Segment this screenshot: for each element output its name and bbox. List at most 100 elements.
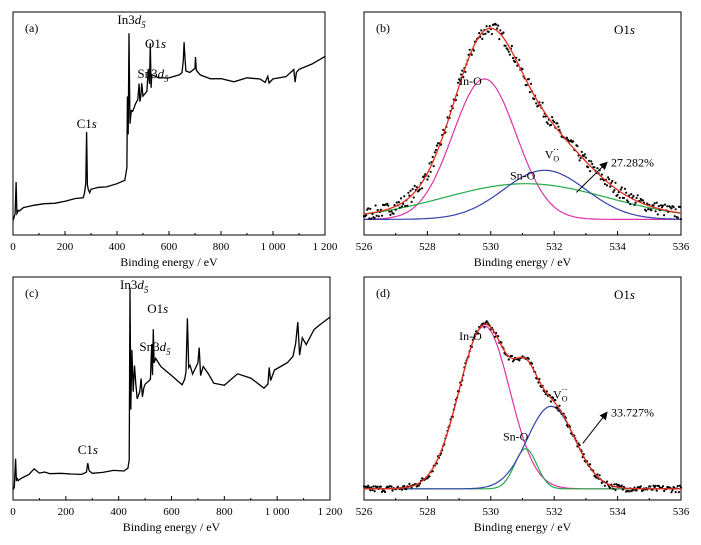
fit-envelope-line [364, 323, 681, 490]
label-vo: VO·· [545, 144, 560, 163]
survey-spectrum-line [12, 33, 326, 221]
x-tick-label: 0 [10, 506, 16, 518]
data-point [614, 488, 617, 492]
data-point [583, 153, 586, 156]
x-tick-label: 1 200 [318, 506, 343, 518]
data-point [678, 205, 682, 208]
data-point [518, 58, 521, 62]
data-point [674, 208, 677, 211]
data-point [632, 194, 635, 198]
data-point [554, 399, 557, 402]
data-point [625, 191, 628, 194]
data-point [556, 122, 559, 125]
panel-label: (c) [25, 286, 38, 300]
data-point [589, 170, 592, 173]
data-point [427, 175, 430, 178]
x-tick-label: 536 [673, 506, 690, 518]
data-point [641, 489, 645, 492]
data-point [647, 208, 650, 211]
corner-label-o1s: O1s [614, 22, 635, 37]
data-point [468, 48, 471, 51]
x-tick-label: 1 200 [313, 241, 338, 253]
data-point [497, 335, 500, 338]
data-point [653, 202, 656, 205]
x-tick-label: 200 [58, 506, 75, 518]
data-point [428, 162, 431, 165]
data-point [373, 490, 376, 493]
data-point [628, 490, 631, 493]
data-point [535, 102, 538, 105]
data-point [572, 140, 575, 143]
data-point [611, 179, 614, 183]
panel-label: (d) [376, 286, 390, 300]
data-point [542, 115, 545, 118]
data-point [472, 49, 475, 52]
data-point [529, 82, 533, 85]
data-point [670, 207, 673, 210]
x-tick-label: 1 000 [265, 506, 290, 518]
data-point [506, 48, 509, 51]
peak-label-in3d5: In3d5 [120, 277, 149, 295]
data-point [394, 208, 397, 211]
data-point [610, 181, 613, 184]
data-point [659, 204, 663, 207]
percentage-arrow [582, 411, 608, 444]
x-tick-label: 528 [419, 506, 436, 518]
data-point [639, 485, 642, 488]
panel-label: (b) [376, 21, 390, 35]
data-point [676, 216, 679, 219]
data-point [600, 173, 603, 176]
data-point [418, 188, 422, 191]
plot-frame [363, 276, 682, 501]
data-point [417, 484, 420, 487]
x-tick-label: 532 [546, 506, 563, 518]
peak-label-c1s: C1s [78, 442, 98, 457]
data-point [397, 201, 400, 204]
x-tick-label: 200 [57, 241, 74, 253]
data-point [614, 181, 617, 184]
data-points [362, 22, 683, 221]
data-point [428, 475, 431, 478]
x-axis-label: Binding energy / eV [474, 255, 572, 269]
data-point [676, 484, 679, 488]
data-point [609, 486, 612, 490]
data-point [589, 463, 592, 466]
data-point [661, 485, 665, 488]
data-point [470, 53, 473, 56]
data-point [391, 489, 394, 492]
data-point [603, 183, 607, 186]
x-tick-label: 400 [110, 506, 127, 518]
data-point [546, 122, 550, 125]
data-point [652, 204, 655, 207]
data-point [528, 91, 532, 94]
data-point [404, 204, 407, 207]
data-point [496, 27, 499, 30]
x-axis-label: Binding energy / eV [120, 255, 218, 269]
peak-label-c1s: C1s [77, 116, 97, 131]
data-point [679, 218, 683, 221]
data-point [660, 206, 664, 209]
data-point [403, 484, 406, 488]
data-point [376, 208, 379, 212]
x-tick-label: 800 [213, 241, 230, 253]
x-tick-label: 526 [356, 241, 373, 253]
data-point [633, 203, 636, 206]
data-point [635, 196, 638, 200]
data-point [410, 200, 413, 203]
data-point [488, 25, 491, 28]
data-point [415, 186, 418, 189]
data-point [650, 209, 653, 212]
data-point [630, 193, 633, 196]
data-point [666, 205, 669, 208]
data-point [386, 202, 389, 205]
data-point [654, 210, 657, 213]
component-in-o [364, 78, 681, 220]
data-point [421, 187, 424, 190]
data-point [578, 444, 581, 447]
data-point [406, 204, 409, 207]
data-point [558, 404, 561, 407]
vo-percentage-label: 33.727% [611, 405, 654, 419]
data-point [588, 159, 591, 162]
data-point [634, 201, 637, 204]
data-point [442, 128, 445, 131]
